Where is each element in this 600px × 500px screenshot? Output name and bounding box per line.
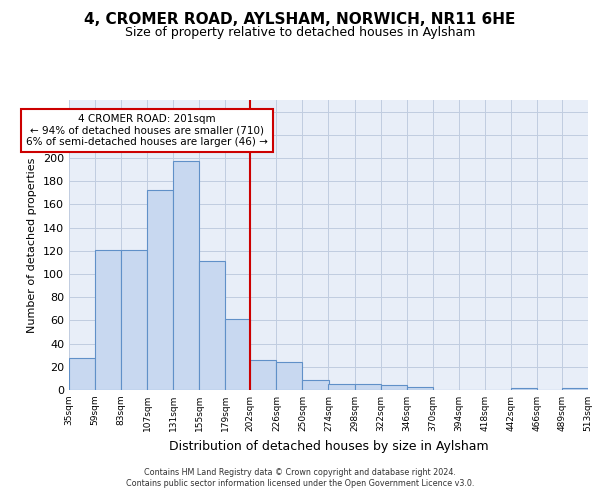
Bar (562, 388, 588, 390)
Text: 4 CROMER ROAD: 201sqm
← 94% of detached houses are smaller (710)
6% of semi-deta: 4 CROMER ROAD: 201sqm ← 94% of detached … (26, 114, 268, 147)
Bar (380, 386, 407, 390)
Bar (147, 190, 173, 390)
Bar (173, 162, 199, 390)
Bar (69, 358, 95, 390)
X-axis label: Distribution of detached houses by size in Aylsham: Distribution of detached houses by size … (169, 440, 488, 452)
Bar (199, 261, 226, 390)
Y-axis label: Number of detached properties: Number of detached properties (28, 158, 37, 332)
Bar (226, 319, 250, 390)
Bar (355, 384, 380, 390)
Bar (250, 360, 277, 390)
Bar (407, 386, 433, 390)
Text: 4, CROMER ROAD, AYLSHAM, NORWICH, NR11 6HE: 4, CROMER ROAD, AYLSHAM, NORWICH, NR11 6… (85, 12, 515, 28)
Bar (329, 384, 355, 390)
Bar (511, 388, 537, 390)
Bar (302, 380, 329, 390)
Bar (95, 250, 121, 390)
Text: Contains HM Land Registry data © Crown copyright and database right 2024.
Contai: Contains HM Land Registry data © Crown c… (126, 468, 474, 487)
Bar (277, 362, 302, 390)
Text: Size of property relative to detached houses in Aylsham: Size of property relative to detached ho… (125, 26, 475, 39)
Bar (121, 250, 147, 390)
